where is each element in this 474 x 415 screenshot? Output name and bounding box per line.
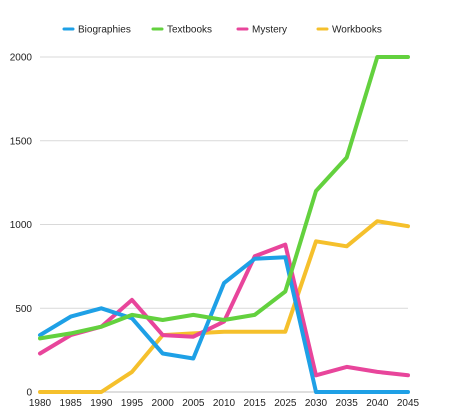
y-tick-label: 2000 bbox=[10, 53, 33, 64]
gridlines bbox=[40, 56, 408, 393]
x-tick-label: 2040 bbox=[366, 398, 389, 409]
y-tick-label: 1000 bbox=[10, 220, 33, 231]
x-tick-label: 2015 bbox=[244, 398, 267, 409]
legend-label: Biographies bbox=[78, 25, 131, 36]
legend-label: Workbooks bbox=[332, 25, 382, 36]
x-tick-label: 2005 bbox=[182, 398, 205, 409]
legend-label: Textbooks bbox=[167, 25, 212, 36]
series-lines bbox=[38, 55, 410, 394]
y-tick-label: 500 bbox=[15, 304, 32, 315]
x-tick-label: 1995 bbox=[121, 398, 144, 409]
x-tick-label: 2035 bbox=[336, 398, 359, 409]
y-tick-label: 0 bbox=[26, 388, 32, 399]
x-tick-label: 2045 bbox=[397, 398, 420, 409]
x-tick-label: 1980 bbox=[29, 398, 52, 409]
y-axis-ticks: 0 500 1000 1500 2000 bbox=[10, 53, 33, 399]
legend-label: Mystery bbox=[252, 25, 287, 36]
y-tick-label: 1500 bbox=[10, 136, 33, 147]
x-tick-label: 1990 bbox=[90, 398, 113, 409]
x-tick-label: 2030 bbox=[305, 398, 328, 409]
x-tick-label: 2010 bbox=[213, 398, 236, 409]
series-line-workbooks bbox=[38, 219, 410, 394]
legend: Biographies Textbooks Mystery Workbooks bbox=[62, 25, 382, 36]
series-line-biographies bbox=[38, 255, 410, 394]
x-tick-label: 2025 bbox=[274, 398, 297, 409]
x-tick-label: 1985 bbox=[60, 398, 83, 409]
series-line-textbooks bbox=[38, 55, 410, 341]
x-tick-label: 2000 bbox=[152, 398, 175, 409]
x-axis-ticks: 1980 1985 1990 1995 2000 2005 2010 2015 2025 2030… bbox=[29, 398, 420, 409]
